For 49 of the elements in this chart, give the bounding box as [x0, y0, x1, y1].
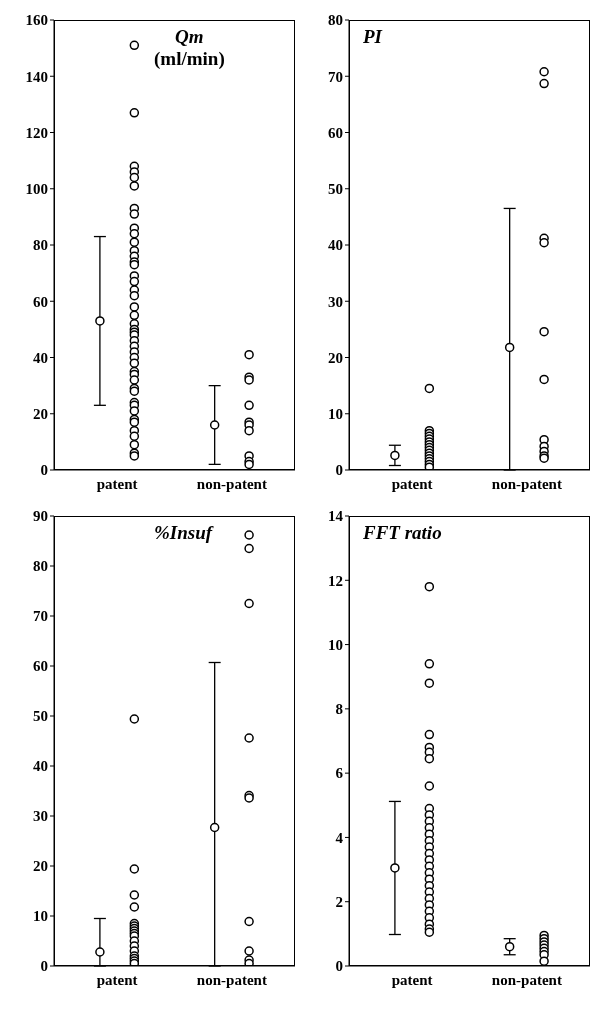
y-tick-label: 120	[25, 124, 48, 141]
x-tick-label: patent	[391, 971, 433, 988]
x-tick-label: non-patent	[196, 971, 267, 988]
y-tick-label: 20	[33, 406, 48, 423]
y-tick-label: 30	[328, 293, 343, 310]
y-tick-label: 70	[33, 608, 48, 625]
y-tick-label: 100	[25, 181, 48, 198]
x-tick-label: patent	[96, 971, 138, 988]
y-tick-label: 0	[335, 958, 343, 975]
x-tick-label: non-patent	[491, 971, 562, 988]
y-tick-label: 40	[33, 349, 48, 366]
chart-title: PI	[363, 26, 382, 48]
y-tick-label: 50	[33, 708, 48, 725]
y-tick-label: 40	[33, 758, 48, 775]
x-tick-label: patent	[96, 475, 138, 492]
y-tick-label: 30	[33, 808, 48, 825]
y-tick-label: 90	[33, 508, 48, 525]
y-tick-label: 10	[328, 406, 343, 423]
chart-title: Qm	[174, 26, 205, 48]
y-tick-label: 0	[40, 462, 48, 479]
y-tick-label: 80	[328, 12, 343, 29]
x-tick-label: non-patent	[491, 475, 562, 492]
y-tick-label: 50	[328, 181, 343, 198]
y-tick-label: 60	[33, 658, 48, 675]
text: (ml/min)	[154, 48, 225, 70]
y-tick-label: 10	[328, 636, 343, 653]
y-tick-label: 60	[328, 124, 343, 141]
x-tick-label: non-patent	[196, 475, 267, 492]
x-tick-label: patent	[391, 475, 433, 492]
y-tick-label: 60	[33, 293, 48, 310]
y-tick-label: 70	[328, 68, 343, 85]
y-tick-label: 0	[40, 958, 48, 975]
y-tick-label: 10	[33, 908, 48, 925]
y-tick-label: 12	[328, 572, 343, 589]
y-tick-label: 80	[33, 237, 48, 254]
y-tick-label: 2	[335, 894, 343, 911]
y-tick-label: 160	[25, 12, 48, 29]
y-tick-label: 40	[328, 237, 343, 254]
y-tick-label: 20	[328, 349, 343, 366]
y-tick-label: 80	[33, 558, 48, 575]
y-tick-label: 6	[335, 765, 344, 782]
y-tick-label: 140	[25, 68, 48, 85]
chart-title: FFT ratio	[363, 522, 442, 544]
y-tick-label: 8	[335, 701, 343, 718]
y-tick-label: 4	[335, 829, 344, 846]
chart-title: %Insuf	[154, 522, 213, 544]
y-tick-label: 14	[328, 508, 344, 525]
y-tick-label: 20	[33, 858, 48, 875]
y-tick-label: 0	[335, 462, 343, 479]
